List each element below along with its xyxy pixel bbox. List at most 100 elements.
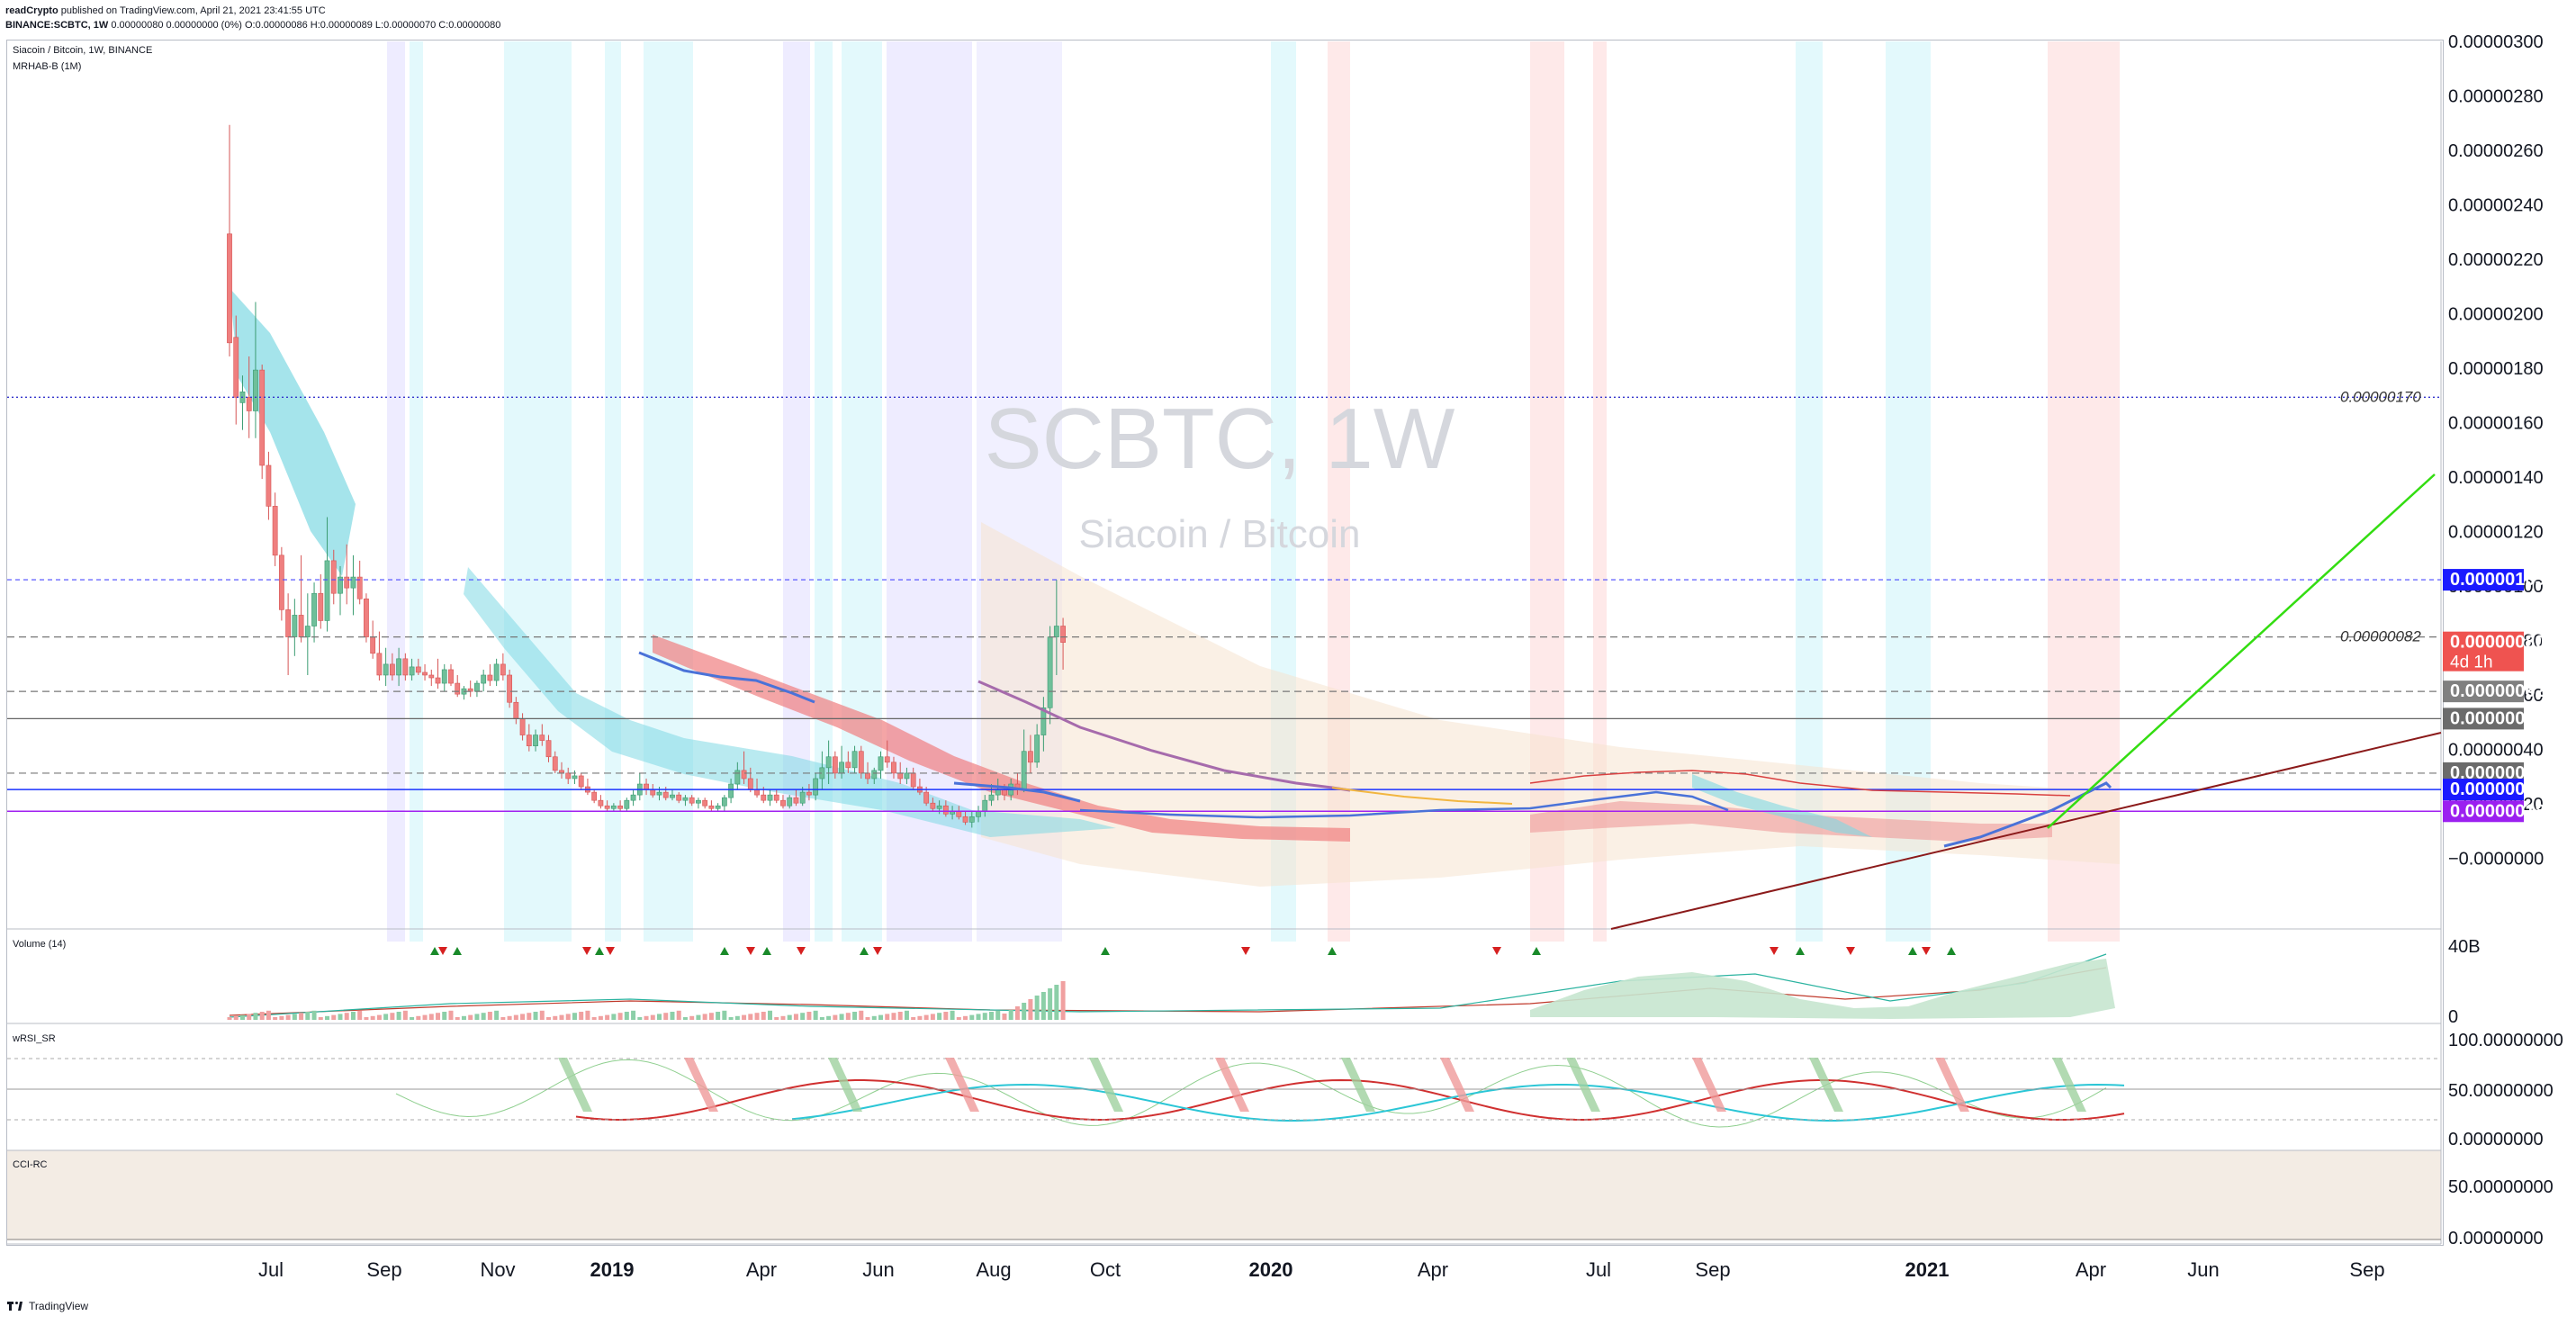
volume-bar	[500, 1017, 506, 1020]
candle	[370, 620, 376, 659]
volume-bar	[318, 1017, 323, 1020]
candle	[708, 800, 715, 812]
volume-bar	[598, 1015, 603, 1020]
candle-body	[552, 756, 558, 771]
candle	[422, 663, 428, 681]
volume-bar	[676, 1010, 681, 1020]
candle	[878, 751, 884, 779]
signal-arrow	[860, 947, 869, 955]
volume-bar	[637, 1017, 643, 1020]
candle-body	[1047, 636, 1053, 708]
volume-bar	[897, 1012, 903, 1020]
candle-body	[799, 791, 806, 804]
time-tick-label: Oct	[1090, 1258, 1121, 1281]
volume-bar	[344, 1013, 349, 1020]
volume-bar	[579, 1012, 584, 1020]
signal-arrow	[606, 947, 615, 955]
volume-bar	[539, 1010, 545, 1020]
volume-bar	[708, 1013, 714, 1020]
volume-bar	[742, 1014, 747, 1020]
volume-bar	[806, 1012, 812, 1020]
time-tick-label: Nov	[480, 1258, 515, 1281]
volume-bar	[748, 1014, 753, 1020]
volume-bar	[1014, 1006, 1020, 1020]
candle-body	[487, 674, 493, 681]
candle-body	[976, 810, 981, 817]
time-tick-label: 2020	[1249, 1258, 1293, 1281]
candle-body	[1002, 789, 1007, 796]
volume-bar	[988, 1012, 994, 1020]
volume-bar	[455, 1017, 460, 1020]
candle	[858, 745, 864, 779]
highlight-band	[387, 41, 405, 942]
candle	[487, 663, 493, 687]
candle-body	[897, 772, 904, 780]
candle-body	[754, 789, 760, 796]
candle-body	[806, 791, 812, 796]
candle	[409, 658, 415, 681]
signal-arrow	[1241, 947, 1250, 955]
candle-body	[715, 805, 721, 809]
wrsi-signal-line	[791, 1083, 2125, 1122]
volume-bar	[761, 1012, 766, 1020]
tradingview-icon	[7, 1302, 23, 1311]
wrsi-ribbon	[1566, 1058, 1600, 1112]
candle-body	[338, 576, 343, 594]
candle-body	[285, 609, 292, 637]
volume-bar	[845, 1013, 851, 1020]
candle-body	[370, 636, 376, 654]
tradingview-brand: TradingView	[29, 1300, 89, 1312]
candle	[884, 740, 890, 768]
time-tick-label: Aug	[976, 1258, 1011, 1281]
candle-body	[689, 797, 695, 804]
candle-body	[962, 816, 968, 823]
volume-bar	[1028, 999, 1033, 1020]
candle-body	[891, 762, 896, 774]
highlight-band	[1593, 41, 1607, 942]
candle	[572, 770, 578, 785]
volume-bar	[436, 1013, 441, 1020]
candle	[259, 365, 266, 480]
wrsi-ribbon	[1692, 1058, 1726, 1112]
candle-body	[630, 794, 636, 801]
volume-band	[1530, 959, 2115, 1019]
candle	[968, 811, 975, 828]
candle	[441, 663, 447, 692]
signal-arrow	[1770, 947, 1779, 955]
time-tick-label: 2021	[1905, 1258, 1950, 1281]
volume-bar	[891, 1013, 896, 1020]
signal-arrow	[595, 947, 604, 955]
time-tick-label: Jun	[862, 1258, 894, 1281]
candle-body	[676, 794, 682, 801]
candle	[696, 798, 701, 809]
candle-body	[383, 663, 389, 676]
candle	[481, 669, 487, 692]
forecast-cloud	[981, 522, 2120, 887]
highlight-band	[783, 41, 810, 942]
candle-body	[741, 770, 747, 780]
candle-body	[787, 797, 793, 807]
wrsi-ribbon	[1809, 1058, 1843, 1112]
volume-bar	[507, 1015, 512, 1020]
volume-bar	[819, 1017, 824, 1020]
candle	[298, 554, 304, 643]
time-tick-label: Sep	[2349, 1258, 2384, 1281]
price-badge-label: 0.00000032	[2450, 763, 2545, 783]
volume-bar	[605, 1014, 610, 1020]
volume-bar	[325, 1015, 330, 1020]
candle-body	[904, 772, 910, 780]
candle-body	[936, 805, 942, 809]
volume-bar	[871, 1015, 877, 1020]
candle-body	[734, 770, 741, 785]
volume-bar	[338, 1014, 343, 1020]
volume-bar	[233, 1015, 239, 1020]
volume-bar	[663, 1013, 669, 1020]
volume-bar	[1048, 988, 1053, 1020]
tradingview-logo[interactable]: TradingView	[7, 1300, 88, 1312]
candle-body	[513, 701, 519, 719]
candle	[545, 735, 552, 762]
volume-bar	[1008, 1010, 1013, 1020]
candle	[1034, 724, 1040, 768]
volume-bar	[754, 1013, 760, 1020]
